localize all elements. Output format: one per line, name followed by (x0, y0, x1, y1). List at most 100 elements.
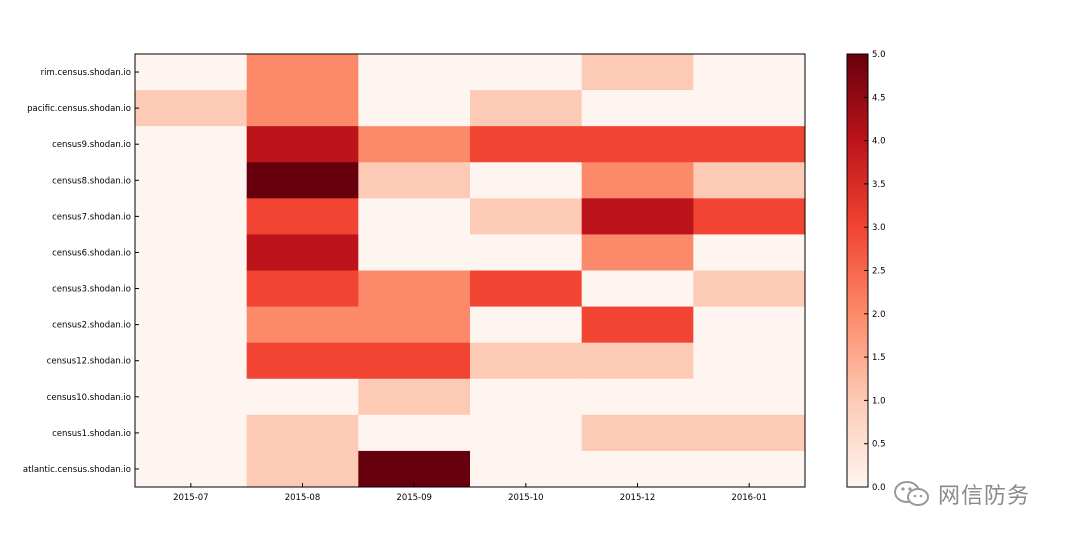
heatmap-cell (693, 162, 806, 199)
colorbar-tick-label: 2.0 (872, 310, 886, 320)
heatmap-cell (470, 90, 583, 127)
colorbar-tick-label: 4.0 (872, 137, 886, 147)
y-tick-label: census9.shodan.io (52, 140, 131, 150)
watermark: 网信防务 (892, 478, 1030, 510)
heatmap-cells (135, 54, 806, 488)
heatmap-cell (246, 198, 359, 235)
y-tick-label: census1.shodan.io (52, 429, 131, 439)
colorbar-tick-label: 0.5 (872, 440, 886, 450)
heatmap-cell (246, 270, 359, 308)
y-tick-label: atlantic.census.shodan.io (23, 465, 131, 475)
heatmap-cell (581, 270, 694, 308)
y-tick-label: pacific.census.shodan.io (27, 104, 131, 114)
heatmap-cell (581, 126, 694, 163)
heatmap-cell (470, 162, 583, 199)
heatmap-cell (358, 126, 471, 163)
heatmap-cell (581, 198, 694, 235)
heatmap-cell (693, 306, 806, 344)
colorbar-tick-label: 3.5 (872, 180, 886, 190)
heatmap-cell (693, 342, 806, 380)
x-tick-label: 2016-01 (731, 493, 767, 503)
colorbar-tick-label: 5.0 (872, 50, 886, 60)
heatmap-cell (358, 54, 471, 91)
heatmap-cell (135, 378, 248, 416)
heatmap-cell (693, 414, 806, 452)
heatmap-cell (135, 234, 248, 271)
heatmap-cell (135, 198, 248, 235)
heatmap-cell (135, 54, 248, 91)
heatmap-cell (135, 342, 248, 380)
heatmap-cell (693, 234, 806, 271)
x-axis: 2015-07 2015-08 2015-09 2015-10 2015-12 2016-… (173, 483, 767, 503)
y-tick-label: census7.shodan.io (52, 212, 131, 222)
heatmap-cell (358, 234, 471, 271)
colorbar-tick-label: 4.5 (872, 93, 886, 103)
heatmap-cell (470, 450, 583, 488)
heatmap-cell (693, 198, 806, 235)
heatmap-cell (246, 162, 359, 199)
heatmap-cell (358, 90, 471, 127)
wechat-icon (894, 481, 929, 506)
heatmap-cell (135, 450, 248, 488)
heatmap-cell (358, 162, 471, 199)
heatmap-cell (246, 90, 359, 127)
heatmap-cell (246, 450, 359, 488)
heatmap-cell (246, 342, 359, 380)
heatmap-cell (470, 126, 583, 163)
x-tick-label: 2015-12 (620, 493, 656, 503)
colorbar-tick-label: 1.0 (872, 396, 886, 406)
x-tick-label: 2015-10 (508, 493, 544, 503)
heatmap-cell (470, 342, 583, 380)
heatmap-cell (581, 162, 694, 199)
y-axis: rim.census.shodan.io pacific.census.shoda… (23, 68, 139, 475)
y-tick-label: census10.shodan.io (47, 393, 131, 403)
heatmap-cell (358, 306, 471, 344)
x-tick-label: 2015-08 (285, 493, 321, 503)
heatmap-cell (135, 270, 248, 308)
x-tick-label: 2015-09 (396, 493, 432, 503)
heatmap-cell (470, 270, 583, 308)
heatmap-cell (470, 234, 583, 271)
heatmap-cell (358, 450, 471, 488)
heatmap-cell (135, 414, 248, 452)
heatmap-cell (581, 378, 694, 416)
plot-frame (134, 53, 806, 488)
heatmap-cell (581, 90, 694, 127)
heatmap-cell (135, 90, 248, 127)
heatmap-cell (246, 378, 359, 416)
heatmap-cell (246, 306, 359, 344)
heatmap-cell (358, 198, 471, 235)
heatmap-cell (246, 126, 359, 163)
heatmap-cell (693, 90, 806, 127)
colorbar-tick-label: 2.5 (872, 267, 886, 277)
heatmap-cell (693, 450, 806, 488)
heatmap-cell (470, 198, 583, 235)
heatmap-cell (246, 234, 359, 271)
y-tick-label: census2.shodan.io (52, 321, 131, 331)
heatmap-cell (581, 234, 694, 271)
watermark-text: 网信防务 (938, 484, 1031, 509)
colorbar-tick-label: 3.0 (872, 223, 886, 233)
heatmap-cell (581, 342, 694, 380)
colorbar-tick-label: 0.0 (872, 483, 886, 493)
heatmap-cell (470, 306, 583, 344)
colorbar-tick-label: 1.5 (872, 353, 886, 363)
y-tick-label: census12.shodan.io (47, 357, 131, 367)
x-tick-label: 2015-07 (173, 493, 209, 503)
y-tick-label: census8.shodan.io (52, 176, 131, 186)
y-tick-label: rim.census.shodan.io (41, 68, 131, 78)
heatmap-cell (581, 450, 694, 488)
heatmap-cell (693, 54, 806, 91)
heatmap-cell (470, 54, 583, 91)
heatmap-cell (358, 342, 471, 380)
heatmap-cell (470, 414, 583, 452)
heatmap-cell (693, 378, 806, 416)
heatmap-cell (470, 378, 583, 416)
heatmap-cell (581, 414, 694, 452)
colorbar-axis: 0.0 0.5 1.0 1.5 2.0 2.5 3.0 3.5 4.0 4.5 5.0 (864, 50, 886, 493)
heatmap-cell (693, 270, 806, 308)
heatmap-cell (135, 162, 248, 199)
y-tick-label: census6.shodan.io (52, 248, 131, 258)
heatmap-cell (581, 306, 694, 344)
heatmap-cell (358, 270, 471, 308)
